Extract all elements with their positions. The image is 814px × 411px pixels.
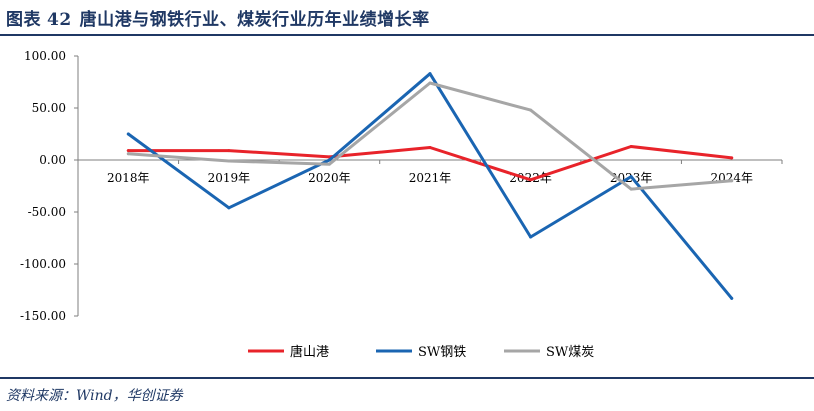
series-line-SW钢铁 <box>126 72 734 300</box>
data-point-SW钢铁-2018年 <box>126 132 130 136</box>
data-point-SW煤炭-2020年 <box>327 162 331 166</box>
y-tick-label: -100.00 <box>20 257 66 271</box>
y-tick-label: 50.00 <box>32 101 66 115</box>
data-point-SW钢铁-2023年 <box>629 175 633 179</box>
data-point-SW煤炭-2022年 <box>529 108 533 112</box>
data-point-唐山港-2021年 <box>428 146 432 150</box>
legend-label: SW钢铁 <box>418 345 466 360</box>
legend-item: SW钢铁 <box>376 345 466 360</box>
data-point-SW钢铁-2024年 <box>730 296 734 300</box>
chart-area: 100.00 50.00 0.00 -50.00 -100.00 -150.00 2018年… <box>0 36 814 376</box>
figure-title: 图表 42 唐山港与钢铁行业、煤炭行业历年业绩增长率 <box>6 5 430 30</box>
data-point-SW煤炭-2023年 <box>629 187 633 191</box>
line-chart: 100.00 50.00 0.00 -50.00 -100.00 -150.00 2018年… <box>20 49 783 360</box>
legend-item: 唐山港 <box>248 344 329 360</box>
y-tick-label: 100.00 <box>24 49 66 63</box>
x-tick-label: 2019年 <box>208 171 251 185</box>
legend-label: 唐山港 <box>290 344 329 360</box>
data-point-SW煤炭-2018年 <box>126 152 130 156</box>
data-point-SW煤炭-2019年 <box>227 159 231 163</box>
data-point-SW钢铁-2022年 <box>529 235 533 239</box>
data-point-SW钢铁-2019年 <box>227 206 231 210</box>
y-tick-label: -150.00 <box>20 309 66 323</box>
figure-number: 42 <box>47 10 72 30</box>
legend-item: SW煤炭 <box>504 345 594 360</box>
legend-label: SW煤炭 <box>546 345 594 360</box>
figure-title-text: 唐山港与钢铁行业、煤炭行业历年业绩增长率 <box>79 10 430 30</box>
figure-label: 图表 <box>6 10 41 30</box>
y-tick-label: 0.00 <box>39 153 66 167</box>
data-point-SW钢铁-2020年 <box>327 158 331 162</box>
data-point-唐山港-2023年 <box>629 144 633 148</box>
source-note: 资料来源：Wind，华创证券 <box>6 388 183 404</box>
y-tick-label: -50.00 <box>28 205 66 219</box>
data-point-唐山港-2022年 <box>529 178 533 182</box>
data-point-唐山港-2024年 <box>730 156 734 160</box>
data-point-唐山港-2018年 <box>126 149 130 153</box>
data-point-SW钢铁-2021年 <box>428 72 432 76</box>
x-tick-label: 2018年 <box>107 171 150 185</box>
data-point-SW煤炭-2024年 <box>730 179 734 183</box>
data-point-唐山港-2019年 <box>227 149 231 153</box>
figure-header: 图表 42 唐山港与钢铁行业、煤炭行业历年业绩增长率 <box>0 0 814 36</box>
data-point-SW煤炭-2021年 <box>428 81 432 85</box>
figure-footer: 资料来源：Wind，华创证券 <box>0 377 814 411</box>
x-tick-label: 2022年 <box>509 171 552 185</box>
x-tick-label: 2020年 <box>308 171 351 185</box>
x-tick-label: 2021年 <box>409 171 452 185</box>
